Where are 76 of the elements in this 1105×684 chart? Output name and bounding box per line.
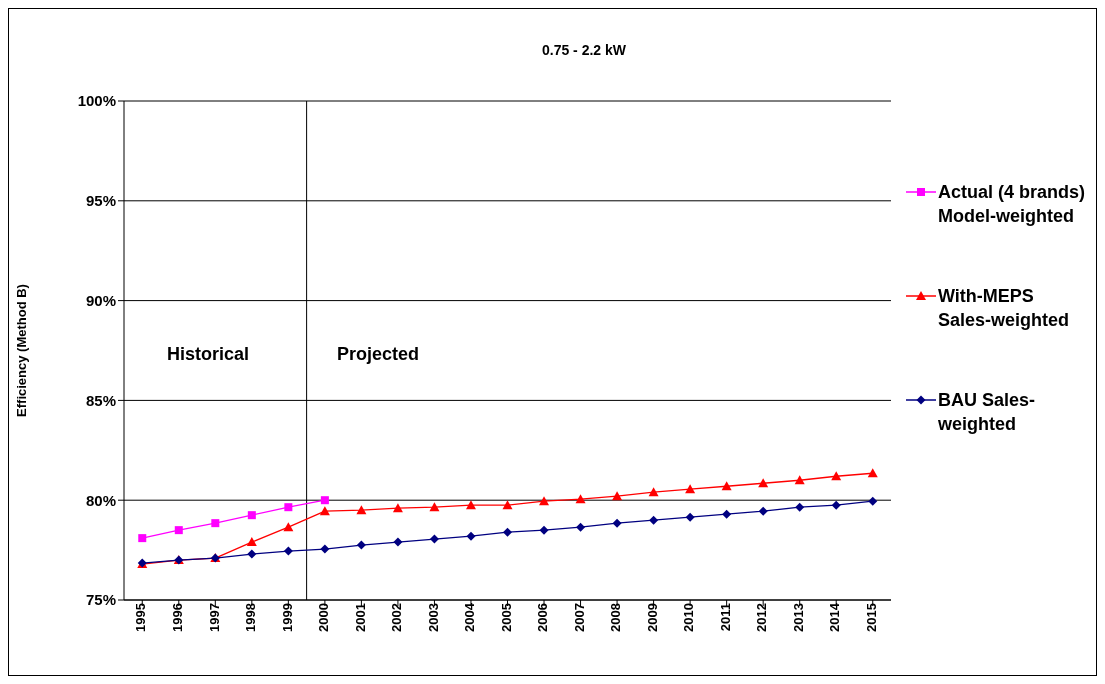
- x-tick-label: 2006: [535, 603, 551, 632]
- x-tick-label: 2014: [827, 602, 843, 632]
- x-tick-label: 2002: [389, 603, 405, 632]
- point: [721, 481, 732, 491]
- x-tick-label: 2001: [352, 603, 368, 632]
- point: [685, 512, 695, 522]
- y-tick-label: 85%: [85, 391, 116, 409]
- x-tick-label: 2009: [644, 603, 660, 632]
- annotation: Historical: [167, 344, 250, 365]
- point: [867, 468, 878, 478]
- point: [503, 527, 512, 537]
- x-tick-label: 2013: [790, 603, 806, 632]
- point: [868, 496, 878, 506]
- point: [320, 544, 330, 554]
- x-tick-label: 2015: [863, 603, 879, 632]
- x-tick-label: 2005: [498, 603, 514, 632]
- point: [356, 505, 367, 515]
- point: [246, 537, 257, 547]
- x-tick-label: 1997: [206, 603, 222, 632]
- point: [758, 478, 769, 488]
- point: [831, 471, 842, 481]
- point: [247, 549, 257, 559]
- point: [831, 500, 841, 510]
- x-tick-label: 2008: [608, 603, 624, 632]
- point: [466, 531, 476, 541]
- y-tick-label: 95%: [85, 192, 116, 210]
- point: [284, 503, 293, 512]
- point: [575, 494, 586, 504]
- point: [283, 522, 294, 532]
- point: [319, 506, 330, 516]
- y-tick-label: 90%: [85, 291, 116, 309]
- point: [539, 525, 549, 535]
- legend-label: BAU Sales-weighted: [938, 389, 1037, 436]
- point: [685, 484, 696, 494]
- point: [465, 500, 476, 510]
- point: [283, 546, 293, 556]
- x-tick-label: 2011: [717, 603, 733, 632]
- point: [649, 515, 659, 525]
- chart-title: 0.75 - 2.2 kW: [541, 42, 627, 58]
- point: [612, 491, 623, 501]
- point: [174, 526, 183, 535]
- point: [722, 509, 732, 519]
- x-tick-label: 1996: [170, 603, 186, 632]
- point: [758, 506, 768, 516]
- point: [320, 496, 329, 505]
- x-tick-label: 1995: [133, 603, 149, 632]
- legend-label: With-MEPS Sales-weighted: [938, 285, 1071, 332]
- point: [247, 511, 256, 520]
- point: [392, 503, 403, 513]
- point: [429, 502, 440, 512]
- point: [648, 487, 659, 497]
- x-tick-label: 1999: [279, 603, 295, 632]
- point: [539, 496, 550, 506]
- point: [794, 475, 805, 485]
- x-tick-label: 2010: [681, 603, 697, 632]
- point: [393, 537, 403, 547]
- x-tick-label: 2004: [462, 602, 478, 632]
- x-tick-label: 2012: [754, 603, 770, 632]
- legend-label: Actual (4 brands) Model-weighted: [938, 181, 1087, 228]
- y-tick-label: 80%: [85, 491, 116, 509]
- point: [211, 519, 220, 528]
- point: [502, 500, 513, 510]
- point: [138, 534, 147, 543]
- point: [576, 522, 586, 532]
- point: [356, 540, 366, 550]
- annotation: Projected: [337, 344, 420, 365]
- x-tick-label: 2000: [316, 603, 332, 632]
- point: [612, 518, 622, 528]
- point: [429, 534, 439, 544]
- y-tick-label: 75%: [85, 591, 116, 609]
- x-tick-label: 2007: [571, 603, 587, 632]
- y-tick-label: 100%: [77, 92, 116, 110]
- y-axis-title: Efficiency (Method B): [13, 284, 29, 417]
- x-tick-label: 2003: [425, 603, 441, 632]
- x-tick-label: 1998: [243, 603, 259, 632]
- point: [795, 502, 805, 512]
